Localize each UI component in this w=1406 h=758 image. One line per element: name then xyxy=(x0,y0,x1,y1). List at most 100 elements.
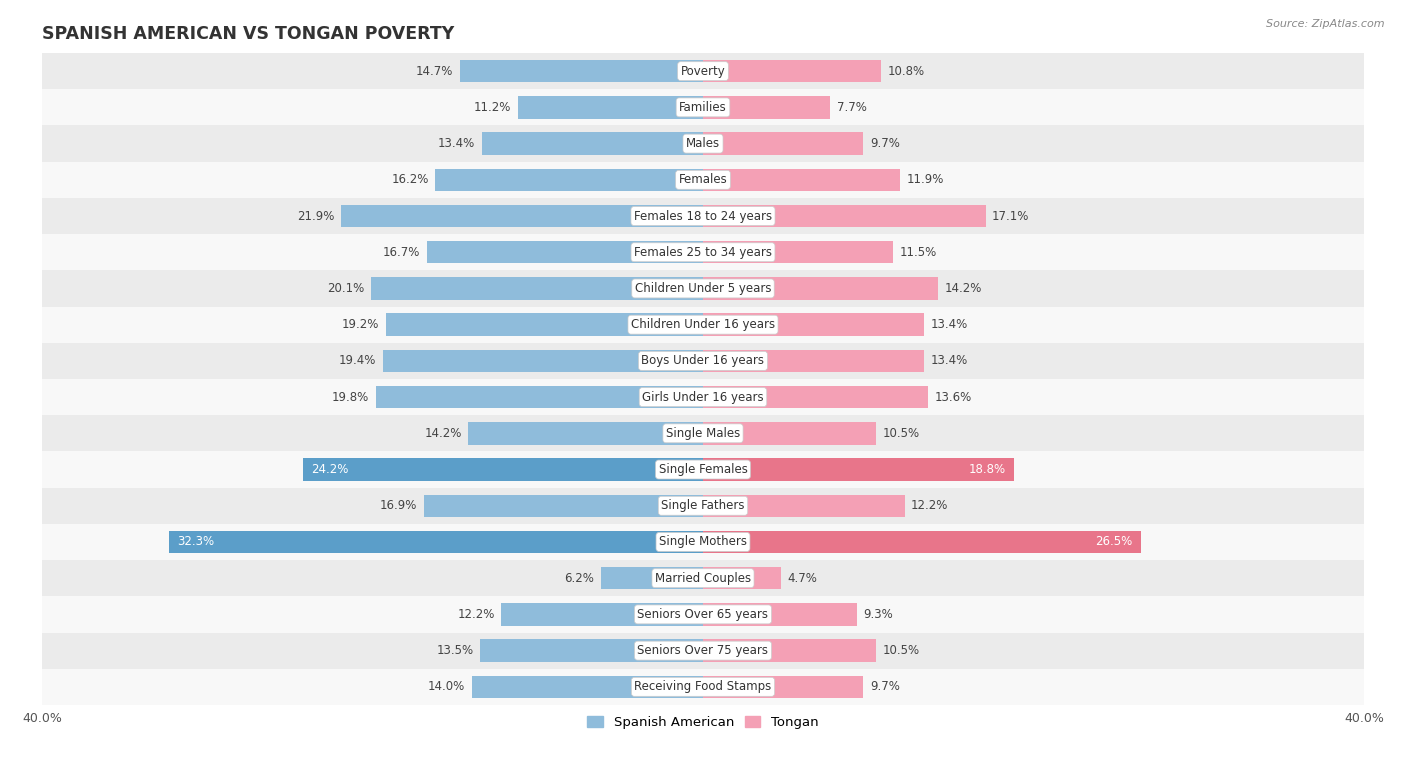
Bar xyxy=(703,133,863,155)
Text: Single Fathers: Single Fathers xyxy=(661,500,745,512)
Bar xyxy=(703,314,924,336)
Text: 19.4%: 19.4% xyxy=(339,355,375,368)
Bar xyxy=(385,314,703,336)
Text: 10.5%: 10.5% xyxy=(883,644,920,657)
Text: 16.9%: 16.9% xyxy=(380,500,418,512)
Bar xyxy=(703,494,904,517)
Text: Boys Under 16 years: Boys Under 16 years xyxy=(641,355,765,368)
Bar xyxy=(703,422,876,444)
Text: Males: Males xyxy=(686,137,720,150)
Bar xyxy=(703,241,893,264)
Text: 9.3%: 9.3% xyxy=(863,608,893,621)
Text: 14.2%: 14.2% xyxy=(425,427,461,440)
Bar xyxy=(703,349,924,372)
Bar xyxy=(42,415,1364,452)
Text: 10.8%: 10.8% xyxy=(889,64,925,77)
Text: 24.2%: 24.2% xyxy=(312,463,349,476)
Bar xyxy=(42,632,1364,669)
Text: 13.4%: 13.4% xyxy=(931,318,969,331)
Text: 32.3%: 32.3% xyxy=(177,535,215,549)
Bar xyxy=(42,89,1364,126)
Text: 11.5%: 11.5% xyxy=(900,246,936,258)
Text: 17.1%: 17.1% xyxy=(993,209,1029,223)
Bar xyxy=(703,567,780,590)
Bar xyxy=(703,459,1014,481)
Bar xyxy=(42,597,1364,632)
Text: Females: Females xyxy=(679,174,727,186)
Text: 18.8%: 18.8% xyxy=(969,463,1005,476)
Text: 10.5%: 10.5% xyxy=(883,427,920,440)
Text: Single Mothers: Single Mothers xyxy=(659,535,747,549)
Bar xyxy=(436,168,703,191)
Text: 21.9%: 21.9% xyxy=(297,209,335,223)
Bar xyxy=(304,459,703,481)
Text: 11.2%: 11.2% xyxy=(474,101,512,114)
Text: 9.7%: 9.7% xyxy=(870,137,900,150)
Bar xyxy=(42,271,1364,306)
Text: 14.0%: 14.0% xyxy=(427,681,465,694)
Text: 26.5%: 26.5% xyxy=(1095,535,1133,549)
Bar xyxy=(342,205,703,227)
Text: 9.7%: 9.7% xyxy=(870,681,900,694)
Bar xyxy=(42,379,1364,415)
Bar xyxy=(42,306,1364,343)
Bar xyxy=(703,675,863,698)
Bar xyxy=(703,60,882,83)
Bar xyxy=(517,96,703,118)
Bar xyxy=(427,241,703,264)
Bar xyxy=(502,603,703,625)
Text: 13.5%: 13.5% xyxy=(436,644,474,657)
Bar xyxy=(703,96,830,118)
Text: Children Under 16 years: Children Under 16 years xyxy=(631,318,775,331)
Text: 12.2%: 12.2% xyxy=(911,500,949,512)
Bar xyxy=(423,494,703,517)
Text: 16.2%: 16.2% xyxy=(391,174,429,186)
Text: 13.6%: 13.6% xyxy=(934,390,972,403)
Bar xyxy=(42,234,1364,271)
Text: 19.2%: 19.2% xyxy=(342,318,380,331)
Bar xyxy=(42,126,1364,161)
Bar xyxy=(703,386,928,409)
Bar xyxy=(600,567,703,590)
Text: Single Males: Single Males xyxy=(666,427,740,440)
Text: Females 18 to 24 years: Females 18 to 24 years xyxy=(634,209,772,223)
Bar xyxy=(375,386,703,409)
Bar xyxy=(42,487,1364,524)
Text: 19.8%: 19.8% xyxy=(332,390,370,403)
Text: SPANISH AMERICAN VS TONGAN POVERTY: SPANISH AMERICAN VS TONGAN POVERTY xyxy=(42,25,454,43)
Bar xyxy=(703,531,1140,553)
Text: 7.7%: 7.7% xyxy=(837,101,866,114)
Text: 13.4%: 13.4% xyxy=(931,355,969,368)
Legend: Spanish American, Tongan: Spanish American, Tongan xyxy=(582,710,824,735)
Bar xyxy=(42,161,1364,198)
Bar xyxy=(468,422,703,444)
Text: Girls Under 16 years: Girls Under 16 years xyxy=(643,390,763,403)
Bar xyxy=(703,277,938,299)
Bar xyxy=(42,669,1364,705)
Text: Single Females: Single Females xyxy=(658,463,748,476)
Text: Seniors Over 65 years: Seniors Over 65 years xyxy=(637,608,769,621)
Text: 4.7%: 4.7% xyxy=(787,572,817,584)
Bar xyxy=(460,60,703,83)
Bar xyxy=(42,524,1364,560)
Bar xyxy=(371,277,703,299)
Bar xyxy=(471,675,703,698)
Bar xyxy=(703,168,900,191)
Text: Married Couples: Married Couples xyxy=(655,572,751,584)
Bar xyxy=(42,343,1364,379)
Text: 14.2%: 14.2% xyxy=(945,282,981,295)
Text: Families: Families xyxy=(679,101,727,114)
Bar xyxy=(42,560,1364,597)
Bar xyxy=(703,640,876,662)
Text: 14.7%: 14.7% xyxy=(416,64,454,77)
Text: Poverty: Poverty xyxy=(681,64,725,77)
Bar xyxy=(169,531,703,553)
Bar xyxy=(42,452,1364,487)
Text: Children Under 5 years: Children Under 5 years xyxy=(634,282,772,295)
Text: 12.2%: 12.2% xyxy=(457,608,495,621)
Bar xyxy=(42,198,1364,234)
Bar xyxy=(482,133,703,155)
Text: 16.7%: 16.7% xyxy=(382,246,420,258)
Bar xyxy=(42,53,1364,89)
Bar xyxy=(382,349,703,372)
